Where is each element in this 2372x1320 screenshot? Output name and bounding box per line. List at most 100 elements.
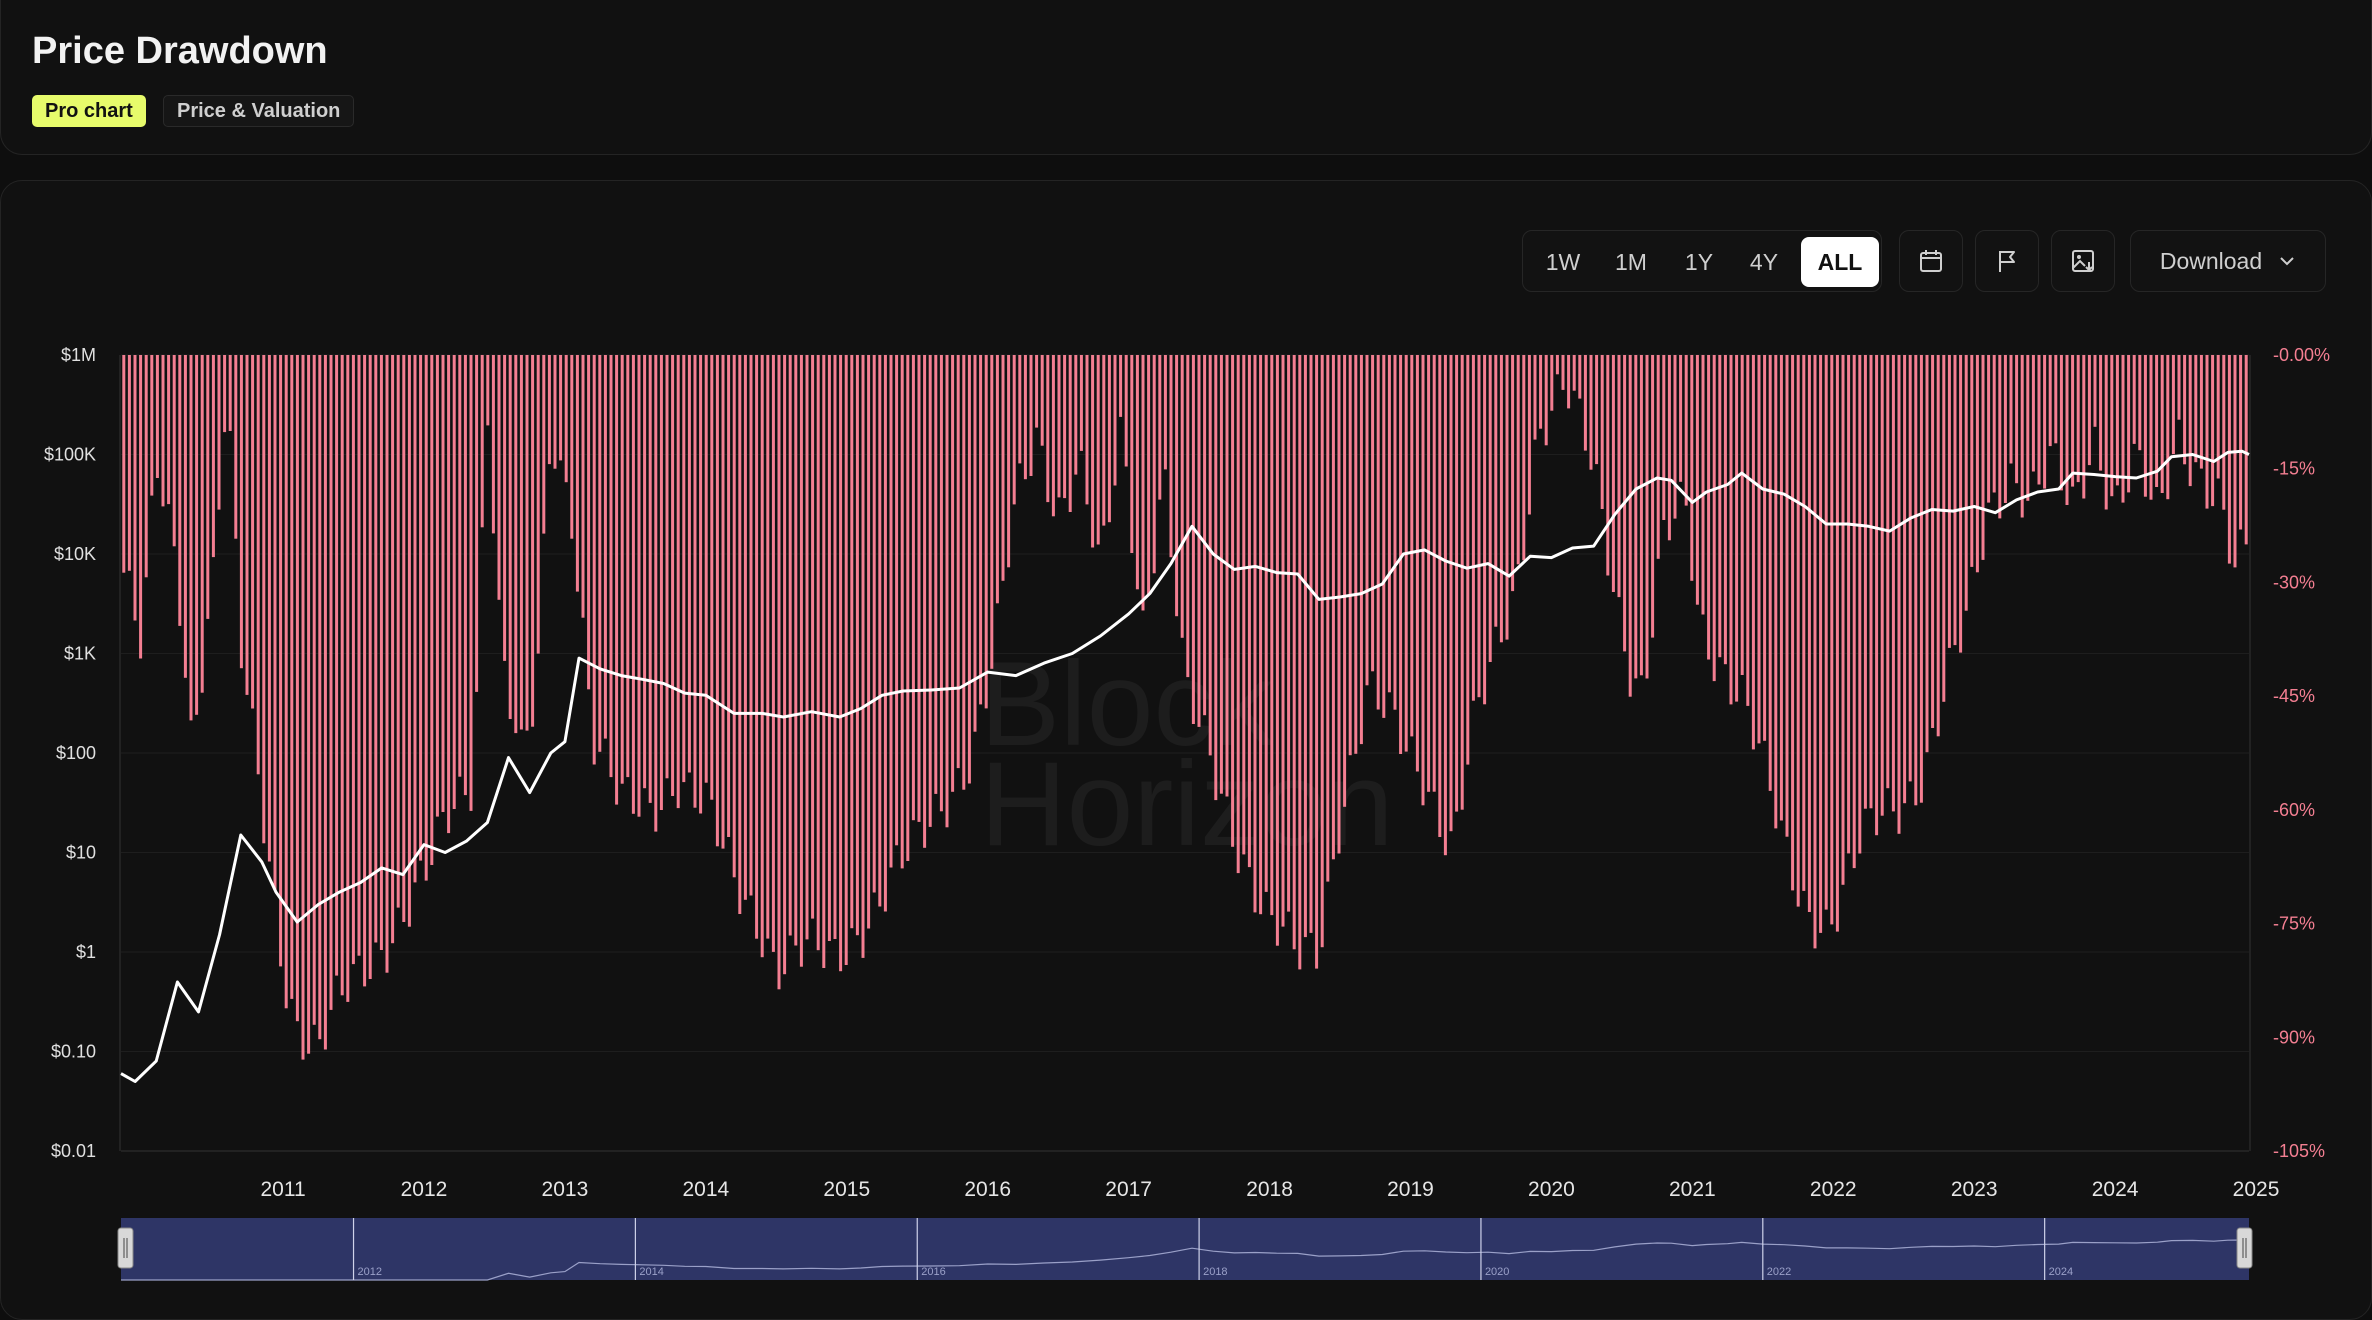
drawdown-bar (1992, 355, 1996, 493)
drawdown-bar (1595, 355, 1599, 465)
drawdown-bar (234, 355, 238, 539)
drawdown-bar (1483, 355, 1487, 705)
drawdown-bar (1679, 355, 1683, 482)
drawdown-bar (2076, 355, 2080, 483)
drawdown-bar (155, 355, 159, 478)
y-right-tick-label: -90% (2273, 1027, 2315, 1047)
pro-chart-badge: Pro chart (32, 95, 146, 127)
range-1w-button[interactable]: 1W (1545, 249, 1581, 275)
drawdown-bar (2166, 355, 2170, 500)
y-left-tick-label: $100 (56, 743, 96, 763)
calendar-button[interactable] (1899, 230, 1963, 292)
drawdown-bar (648, 355, 652, 803)
drawdown-bar (2155, 355, 2159, 487)
navigator-handle[interactable] (2236, 1227, 2253, 1269)
drawdown-bar (1371, 355, 1375, 672)
drawdown-bar (2194, 355, 2198, 463)
drawdown-bar (183, 355, 187, 678)
drawdown-bar (1259, 355, 1263, 915)
drawdown-bar (1751, 355, 1755, 750)
drawdown-bar (1606, 355, 1610, 576)
drawdown-bar (2048, 355, 2052, 447)
drawdown-bar (1158, 355, 1162, 500)
calendar-icon (1920, 250, 1942, 272)
drawdown-bar (1460, 355, 1464, 810)
drawdown-bar (2199, 355, 2203, 469)
drawdown-bar (1516, 355, 1520, 565)
drawdown-bar (2015, 355, 2019, 484)
drawdown-bar (570, 355, 574, 539)
drawdown-bar (1886, 355, 1890, 789)
x-tick-label: 2013 (542, 1178, 589, 1201)
range-1y-button[interactable]: 1Y (1684, 249, 1714, 275)
drawdown-bar (2065, 355, 2069, 505)
drawdown-bar (1488, 355, 1492, 662)
drawdown-bar (2160, 355, 2164, 493)
drawdown-bar (1567, 355, 1571, 409)
annotations-button[interactable] (1975, 230, 2039, 292)
drawdown-bar (407, 355, 411, 927)
navigator-handle[interactable] (117, 1227, 134, 1269)
drawdown-bar (127, 355, 131, 571)
navigator-year-label: 2014 (639, 1266, 663, 1278)
y-left-tick-label: $1M (61, 345, 96, 365)
drawdown-bar (267, 355, 271, 862)
drawdown-bar (508, 355, 512, 719)
drawdown-bar (200, 355, 204, 693)
drawdown-bar (2211, 355, 2215, 507)
drawdown-bar (581, 355, 585, 618)
drawdown-bar (1068, 355, 1072, 512)
drawdown-bar (945, 355, 949, 828)
drawdown-bar (357, 355, 361, 956)
drawdown-bar (1012, 355, 1016, 505)
drawdown-bar (346, 355, 350, 1002)
drawdown-bar (1511, 355, 1515, 592)
drawdown-bar (144, 355, 148, 578)
range-4y-button[interactable]: 4Y (1749, 249, 1779, 275)
drawdown-bar (2115, 355, 2119, 486)
drawdown-bar (1684, 355, 1688, 506)
drawdown-bar (1813, 355, 1817, 949)
drawdown-bar (1292, 355, 1296, 950)
export-image-button[interactable] (2051, 230, 2115, 292)
drawdown-bar (1791, 355, 1795, 891)
download-button[interactable]: Download (2130, 230, 2326, 292)
category-tag[interactable]: Price & Valuation (163, 95, 355, 127)
drawdown-bar (217, 355, 221, 510)
drawdown-bar (1544, 355, 1548, 446)
price-line (120, 449, 2250, 1083)
drawdown-bar (1208, 355, 1212, 756)
drawdown-bar (1107, 355, 1111, 523)
range-all-button[interactable]: ALL (1801, 237, 1879, 287)
drawdown-bar (855, 355, 859, 936)
drawdown-bar (1119, 355, 1123, 417)
drawdown-bar (665, 355, 669, 779)
drawdown-bar (900, 355, 904, 869)
drawdown-bar (2205, 355, 2209, 509)
range-1m-button[interactable]: 1M (1615, 249, 1647, 275)
drawdown-bar (844, 355, 848, 965)
drawdown-bar (318, 355, 322, 1040)
drawdown-bar (1880, 355, 1884, 816)
drawdown-bar (805, 355, 809, 940)
drawdown-bar (133, 355, 137, 621)
drawdown-bar (1953, 355, 1957, 646)
drawdown-bar (760, 355, 764, 958)
drawdown-bar (279, 355, 283, 967)
drawdown-bar (2043, 355, 2047, 489)
drawdown-bar (1326, 355, 1330, 882)
drawdown-bar (1947, 355, 1951, 648)
drawdown-bar (1085, 355, 1089, 505)
drawdown-bar (1169, 355, 1173, 558)
drawdown-bar (682, 355, 686, 783)
drawdown-bar (301, 355, 305, 1060)
drawdown-bar (475, 355, 479, 692)
drawdown-bar (402, 355, 406, 922)
y-right-tick-label: -15% (2273, 459, 2315, 479)
drawdown-bar (335, 355, 339, 976)
drawdown-bar (2239, 355, 2243, 530)
y-left-tick-label: $10K (54, 544, 96, 564)
drawdown-bar (1858, 355, 1862, 854)
drawdown-bar (1191, 355, 1195, 724)
drawdown-bar (2009, 355, 2013, 464)
